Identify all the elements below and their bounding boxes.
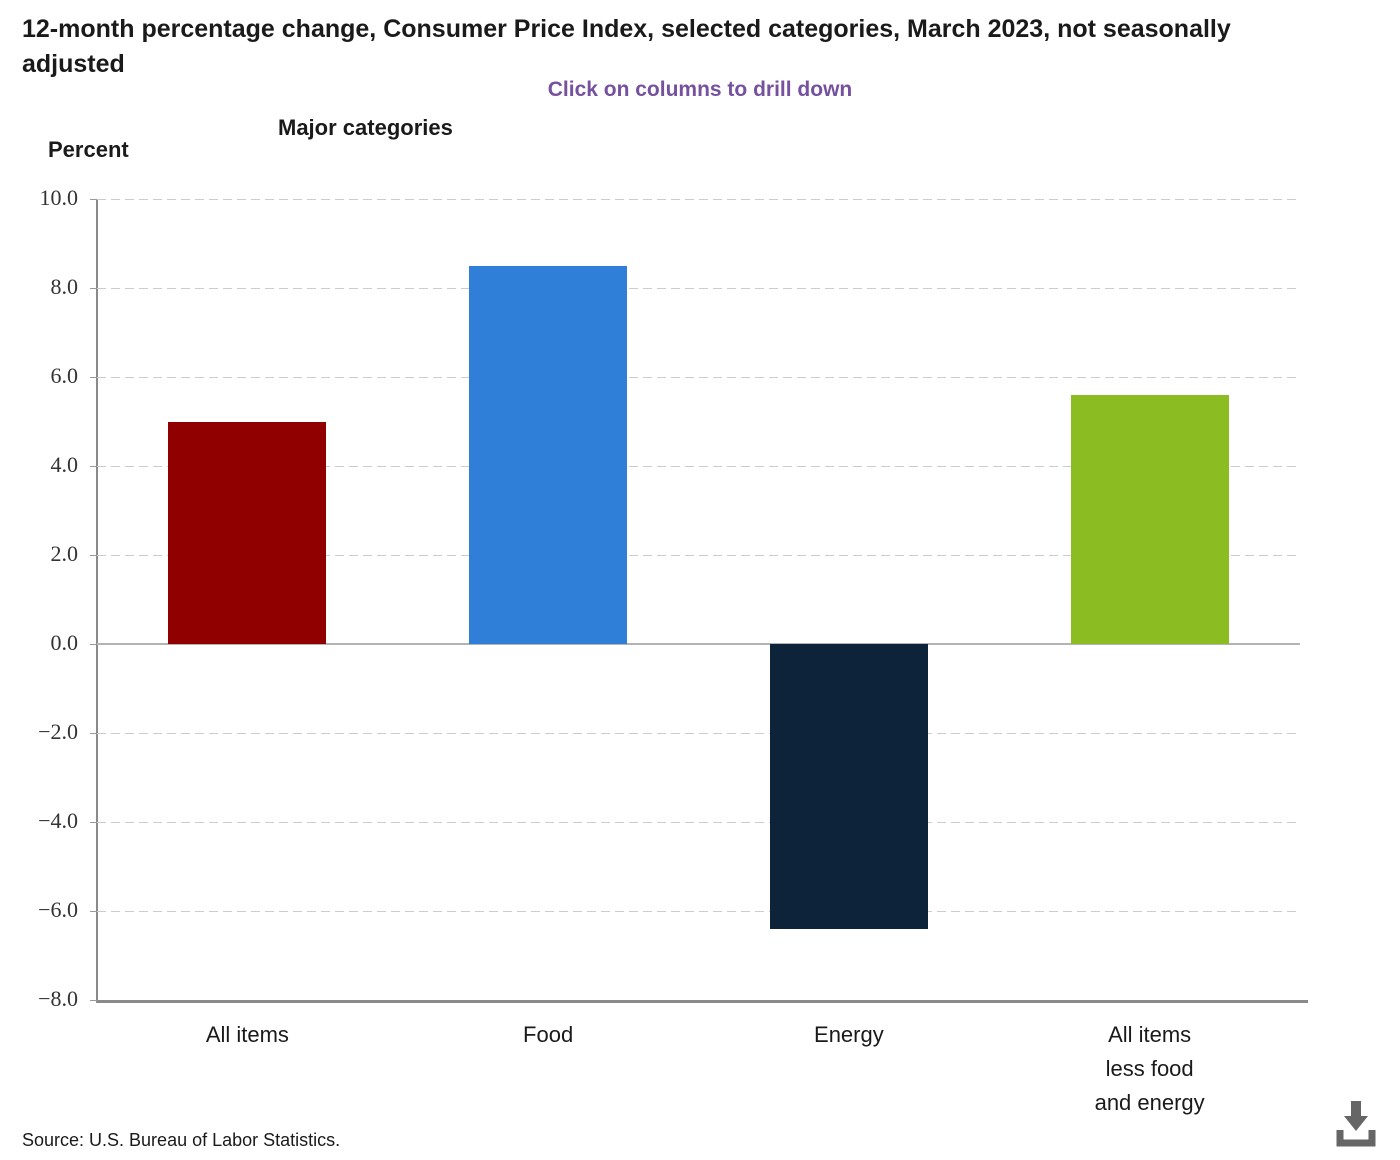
gridline bbox=[97, 822, 1300, 823]
gridline bbox=[97, 288, 1300, 289]
y-tick-label: 8.0 bbox=[50, 274, 79, 299]
source-note: Source: U.S. Bureau of Labor Statistics. bbox=[22, 1130, 341, 1150]
y-tick-label: 6.0 bbox=[50, 363, 79, 388]
plot-area bbox=[97, 199, 1300, 1000]
x-axis-label-all-items-less-food-and-energy: All items less food and energy bbox=[1094, 1022, 1205, 1115]
y-tick-mark bbox=[90, 555, 97, 556]
y-axis-unit-label: Percent bbox=[48, 137, 129, 162]
bar-energy[interactable] bbox=[769, 644, 928, 929]
zero-baseline bbox=[97, 643, 1300, 645]
gridline bbox=[97, 377, 1300, 378]
chart-heading: Major categories bbox=[278, 115, 453, 140]
y-tick-mark bbox=[90, 1000, 97, 1001]
y-tick-label: −2.0 bbox=[38, 719, 78, 744]
y-axis-line bbox=[96, 199, 98, 1002]
x-axis-labels: All items Food Energy All items less food a… bbox=[97, 1018, 1300, 1138]
y-tick-label: −8.0 bbox=[38, 986, 78, 1011]
y-axis-labels: 10.0 8.0 6.0 4.0 2.0 0.0 −2.0 −4.0 −6.0 −8.0 bbox=[0, 185, 97, 1011]
gridline bbox=[97, 555, 1300, 556]
y-tick-mark bbox=[90, 733, 97, 734]
y-tick-label: 0.0 bbox=[50, 630, 79, 655]
y-tick-mark bbox=[90, 288, 97, 289]
y-tick-mark bbox=[90, 822, 97, 823]
bar-all-items-less-food-and-energy[interactable] bbox=[1070, 394, 1229, 644]
gridline bbox=[97, 911, 1300, 912]
y-tick-label: 10.0 bbox=[39, 185, 79, 210]
chart-subtitle-drilldown-hint: Click on columns to drill down bbox=[547, 78, 853, 101]
x-axis-label-energy: Energy bbox=[814, 1022, 884, 1047]
y-tick-mark bbox=[90, 199, 97, 200]
x-axis-label-all-items: All items bbox=[205, 1022, 289, 1047]
gridline bbox=[97, 466, 1300, 467]
gridline bbox=[97, 733, 1300, 734]
y-tick-label: −6.0 bbox=[38, 897, 78, 922]
bar-food[interactable] bbox=[469, 265, 628, 644]
x-axis-label-food: Food bbox=[523, 1022, 574, 1047]
x-axis-line bbox=[96, 1000, 1308, 1003]
download-icon bbox=[1336, 1101, 1376, 1147]
y-tick-mark bbox=[90, 466, 97, 467]
y-tick-label: 2.0 bbox=[50, 541, 79, 566]
gridline bbox=[97, 199, 1300, 200]
y-tick-mark bbox=[90, 911, 97, 912]
y-tick-mark bbox=[90, 644, 97, 645]
chart-title: 12-month percentage change, Consumer Pri… bbox=[22, 15, 1231, 78]
y-tick-mark bbox=[90, 377, 97, 378]
y-tick-label: 4.0 bbox=[50, 452, 79, 477]
download-button[interactable] bbox=[1330, 1095, 1382, 1151]
bar-all-items[interactable] bbox=[168, 421, 327, 644]
y-tick-label: −4.0 bbox=[38, 808, 78, 833]
